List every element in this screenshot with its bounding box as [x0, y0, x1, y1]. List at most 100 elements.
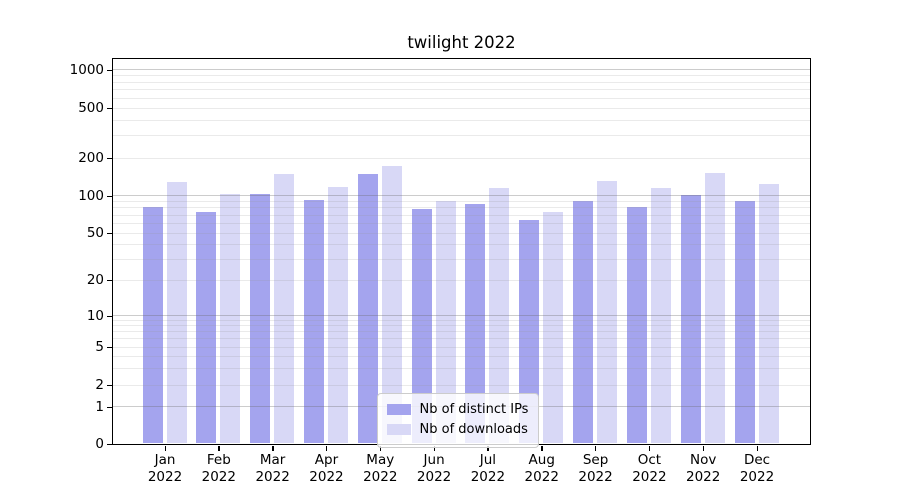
x-tick-mark — [541, 445, 543, 451]
bar-distinct-ips — [465, 203, 486, 444]
y-tick-mark — [106, 232, 113, 234]
x-tick-mark — [433, 445, 435, 451]
x-tick-month: Jun — [423, 452, 445, 468]
x-tick-label: Oct 2022 — [619, 452, 679, 486]
y-tick-mark — [106, 69, 113, 71]
x-tick-mark — [487, 445, 489, 451]
bar-downloads — [543, 212, 564, 444]
bar-downloads — [220, 194, 241, 444]
bar-distinct-ips — [250, 193, 271, 444]
x-tick-year: 2022 — [686, 469, 721, 485]
x-tick-year: 2022 — [309, 469, 344, 485]
y-tick-label: 1 — [95, 399, 104, 415]
bar-downloads — [435, 201, 456, 444]
x-tick-year: 2022 — [739, 469, 775, 485]
bar-distinct-ips — [680, 194, 701, 444]
x-tick-month: Mar — [259, 452, 286, 468]
x-tick-mark — [325, 445, 328, 451]
x-tick-month: Aug — [528, 452, 555, 468]
x-tick-month: May — [366, 452, 395, 468]
bar-distinct-ips — [303, 199, 324, 444]
bars-layer — [113, 59, 810, 444]
y-tick-label: 2 — [95, 377, 104, 393]
x-tick-year: 2022 — [363, 469, 398, 485]
legend-item: Nb of downloads — [386, 420, 529, 440]
bar-distinct-ips — [519, 220, 540, 444]
y-tick-mark — [106, 443, 113, 445]
bar-downloads — [274, 174, 295, 444]
bar-downloads — [704, 172, 725, 444]
x-tick-label: Mar 2022 — [243, 452, 303, 486]
bar-downloads — [758, 183, 779, 444]
y-tick-label: 1000 — [69, 62, 104, 78]
y-tick-mark — [106, 346, 113, 348]
x-tick-mark — [648, 445, 651, 451]
bar-downloads — [327, 186, 348, 444]
x-tick-month: Feb — [206, 452, 231, 468]
x-tick-label: Feb 2022 — [189, 452, 249, 486]
y-tick-mark — [106, 406, 113, 408]
y-tick-mark — [106, 195, 113, 197]
bar-distinct-ips — [142, 207, 163, 444]
x-tick-mark — [272, 445, 274, 451]
bar-downloads — [381, 166, 402, 444]
x-tick-year: 2022 — [255, 469, 290, 485]
y-tick-label: 500 — [78, 100, 104, 116]
y-tick-label: 0 — [95, 436, 104, 452]
x-tick-label: May 2022 — [350, 452, 410, 486]
x-tick-year: 2022 — [524, 469, 559, 485]
x-tick-mark — [379, 445, 382, 451]
y-tick-mark — [106, 107, 113, 109]
x-tick-year: 2022 — [632, 469, 667, 485]
y-tick-label: 100 — [78, 188, 104, 204]
bar-downloads — [489, 187, 510, 444]
x-tick-month: Apr — [314, 452, 339, 468]
y-tick-label: 5 — [95, 339, 104, 355]
x-tick-year: 2022 — [201, 469, 236, 485]
x-tick-mark — [756, 445, 758, 451]
x-tick-month: Oct — [637, 452, 662, 468]
x-tick-year: 2022 — [416, 469, 452, 485]
x-tick-year: 2022 — [147, 469, 183, 485]
bar-distinct-ips — [357, 174, 378, 444]
y-tick-label: 10 — [86, 308, 104, 324]
bar-downloads — [650, 187, 671, 444]
y-tick-mark — [106, 315, 113, 317]
y-tick-label: 50 — [86, 225, 104, 241]
y-tick-mark — [106, 279, 113, 281]
x-tick-label: Apr 2022 — [296, 452, 356, 486]
plot-area: Nb of distinct IPs Nb of downloads — [111, 57, 811, 448]
y-tick-mark — [106, 384, 113, 386]
x-tick-label: Sep 2022 — [566, 452, 626, 486]
x-tick-label: Jul 2022 — [458, 452, 518, 486]
x-tick-label: Jun 2022 — [404, 452, 464, 486]
chart-title: twilight 2022 — [407, 33, 516, 52]
x-tick-label: Dec 2022 — [727, 452, 787, 486]
x-tick-mark — [595, 445, 597, 451]
bar-distinct-ips — [734, 200, 755, 444]
legend-swatch-downloads — [386, 424, 411, 435]
bar-distinct-ips — [626, 206, 647, 444]
bar-distinct-ips — [573, 200, 594, 444]
x-tick-month: Jan — [154, 452, 176, 468]
x-tick-mark — [164, 445, 166, 451]
x-tick-month: Sep — [582, 452, 609, 468]
x-tick-label: Jan 2022 — [135, 452, 195, 486]
bar-distinct-ips — [411, 208, 432, 444]
y-tick-mark — [106, 157, 113, 159]
x-tick-month: Dec — [743, 452, 771, 468]
x-tick-label: Nov 2022 — [673, 452, 733, 486]
legend-label: Nb of downloads — [419, 422, 528, 437]
legend-label: Nb of distinct IPs — [419, 402, 529, 417]
y-tick-label: 200 — [78, 150, 104, 166]
legend-swatch-distinct-ips — [386, 404, 411, 415]
bar-distinct-ips — [196, 212, 217, 444]
x-tick-year: 2022 — [470, 469, 506, 485]
x-tick-mark — [702, 445, 705, 451]
legend: Nb of distinct IPs Nb of downloads — [376, 392, 540, 448]
x-tick-year: 2022 — [578, 469, 613, 485]
x-tick-label: Aug 2022 — [512, 452, 572, 486]
x-tick-month: Jul — [479, 452, 497, 468]
x-tick-mark — [218, 445, 220, 451]
